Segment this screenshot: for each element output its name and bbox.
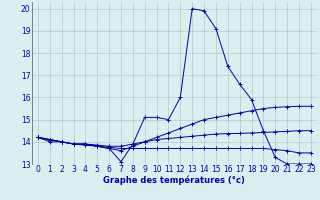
X-axis label: Graphe des températures (°c): Graphe des températures (°c) xyxy=(103,176,245,185)
